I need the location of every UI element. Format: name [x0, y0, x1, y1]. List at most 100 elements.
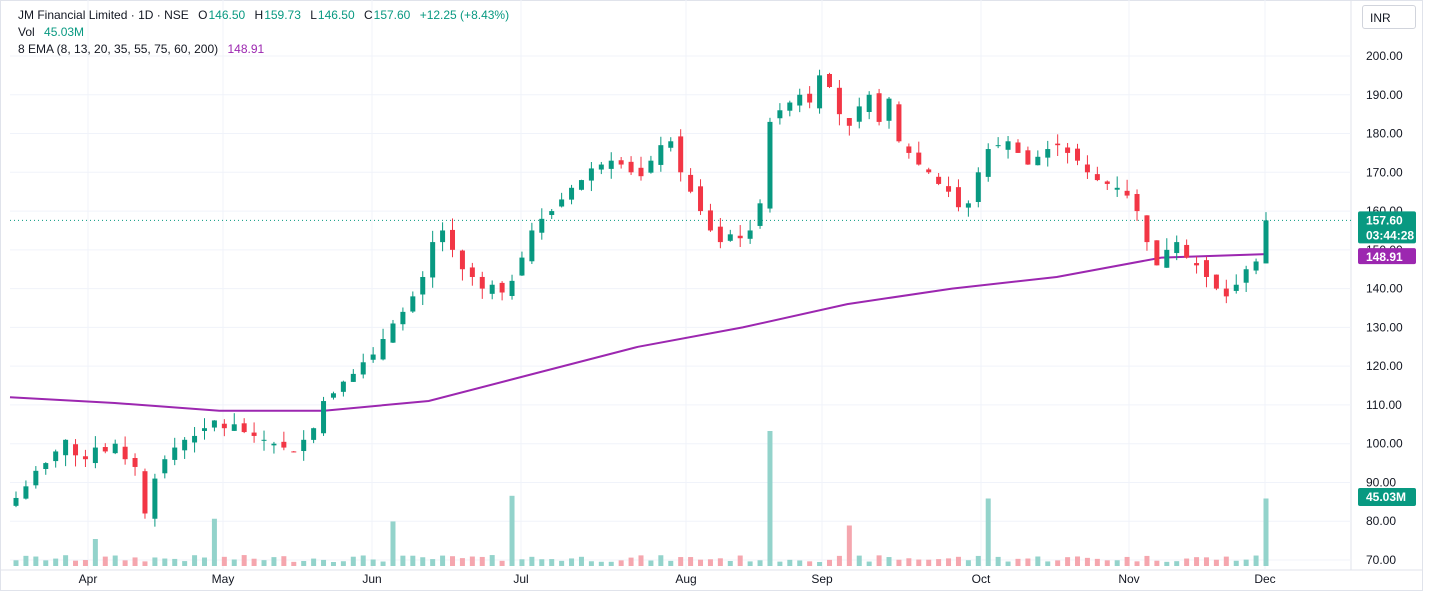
candle-body [876, 93, 882, 122]
volume-label: Vol [18, 25, 35, 39]
ema-badge-text: 148.91 [1366, 250, 1403, 264]
volume-bar [549, 559, 555, 566]
low-label: L [310, 8, 317, 22]
candle-body [182, 439, 188, 451]
volume-bar [757, 560, 763, 566]
candle-body [132, 458, 138, 467]
volume-bar [569, 558, 575, 566]
volume-bar [459, 558, 465, 566]
ema-label: 8 EMA (8, 13, 20, 35, 55, 75, 60, 200) [18, 42, 219, 56]
x-tick-label: Nov [1118, 572, 1139, 586]
candle-body [936, 176, 942, 184]
volume-legend[interactable]: Vol 45.03M [18, 25, 84, 39]
volume-bar [826, 559, 832, 566]
candle-body [569, 187, 575, 200]
candle-body [489, 284, 495, 294]
candle-body [410, 296, 416, 312]
x-tick-label: Oct [972, 572, 991, 586]
candle-body [628, 161, 634, 173]
volume-bar [648, 560, 654, 566]
y-tick-label: 70.00 [1366, 553, 1396, 567]
volume-bar [440, 555, 446, 566]
volume-bar [658, 555, 664, 566]
volume-bar [955, 556, 961, 566]
volume-bar [529, 556, 535, 566]
interval-label[interactable]: 1D [138, 8, 154, 22]
candle-body [1025, 150, 1031, 165]
candle-body [1015, 142, 1021, 153]
volume-bar [172, 558, 178, 566]
x-tick-label: Jul [513, 572, 528, 586]
candle-body [291, 451, 297, 453]
volume-bar [102, 556, 108, 566]
candle-body [1055, 143, 1061, 146]
candle-body [142, 471, 148, 514]
volume-bar [92, 539, 98, 566]
axes: 200.00190.00180.00170.00160.00150.00140.… [79, 49, 1403, 586]
candle-body [797, 94, 803, 106]
ema-badge [1358, 248, 1416, 265]
volume-bar [13, 560, 19, 566]
volume-bar [787, 559, 793, 566]
volume-bar [1104, 560, 1110, 566]
volume-bar [896, 559, 902, 566]
volume-bar [965, 560, 971, 566]
y-tick-label: 110.00 [1366, 398, 1402, 412]
candle-body [807, 93, 813, 103]
volume-bar [995, 556, 1001, 566]
close-value: 157.60 [373, 8, 411, 22]
volume-bar [638, 555, 644, 566]
volume-bar [1144, 555, 1150, 566]
candle-body [955, 187, 961, 208]
candle-body [450, 229, 456, 250]
volume-bar [747, 561, 753, 566]
volume-bar [1213, 559, 1219, 566]
symbol-name[interactable]: JM Financial Limited [18, 8, 128, 22]
volume-bar [1174, 561, 1180, 566]
candle-body [658, 145, 664, 165]
volume-bar [162, 558, 168, 566]
candle-body [866, 94, 872, 112]
y-tick-label: 80.00 [1366, 514, 1396, 528]
candle-body [172, 447, 178, 460]
y-tick-label: 180.00 [1366, 127, 1403, 141]
candle-body [33, 470, 39, 486]
grid-lines [0, 0, 1423, 591]
volume-bar [628, 557, 634, 566]
candle-body [529, 230, 535, 262]
volume-bar [231, 559, 237, 566]
volume-bar [112, 555, 118, 566]
candle-body [102, 447, 108, 452]
candle-body [767, 121, 773, 209]
candle-body [926, 169, 932, 173]
candle-body [1045, 149, 1051, 158]
volume-bar [301, 560, 307, 566]
volume-badge-text: 45.03M [1366, 490, 1406, 504]
volume-bar [1084, 557, 1090, 566]
candle-body [192, 435, 198, 443]
x-tick-label: Dec [1254, 572, 1275, 586]
volume-bar [668, 560, 674, 566]
currency-button[interactable]: INR [1362, 5, 1416, 29]
candle-body [1104, 181, 1110, 184]
candle-body [261, 439, 267, 441]
volume-bar [360, 555, 366, 566]
candle-body [241, 423, 247, 433]
candle-body [1114, 187, 1120, 190]
ema-legend[interactable]: 8 EMA (8, 13, 20, 35, 55, 75, 60, 200) 1… [18, 42, 264, 56]
volume-bar [1114, 560, 1120, 566]
volume-badge [1358, 488, 1416, 506]
candle-body [836, 87, 842, 115]
candle-body [727, 234, 733, 241]
candle-body [73, 444, 79, 456]
candle-body [787, 102, 793, 111]
volume-bar [1134, 561, 1140, 566]
candle-body [1154, 240, 1160, 266]
candle-body [231, 424, 237, 431]
volume-bar [380, 561, 386, 566]
volume-bar [261, 560, 267, 566]
candle-body [350, 373, 356, 382]
ema-line [9, 253, 1267, 412]
